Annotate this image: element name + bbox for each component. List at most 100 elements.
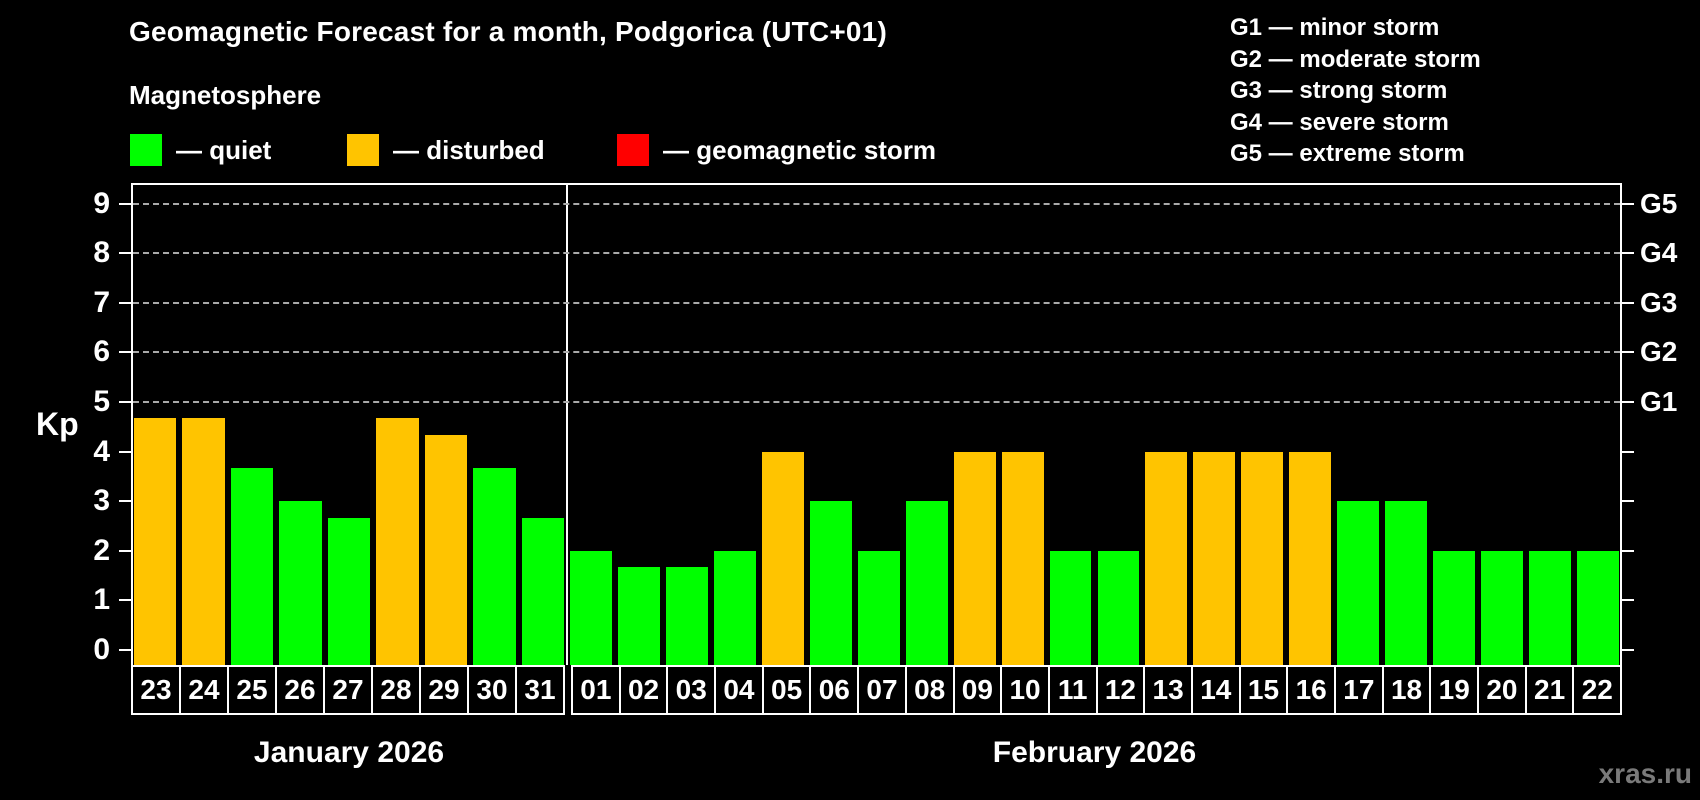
g4-legend-line: G4 — severe storm (1230, 108, 1449, 136)
day-label-28: 28 (371, 667, 419, 713)
day-label-03: 03 (666, 667, 714, 713)
kp-bar-day-22 (1577, 550, 1619, 665)
y-axis-tick-left-7 (119, 301, 131, 304)
y-axis-label-6: 6 (93, 335, 110, 369)
y-axis-label-7: 7 (93, 285, 110, 319)
gridline-kp5 (133, 401, 1620, 403)
day-label-04: 04 (714, 667, 762, 713)
g3-legend-line: G3 — strong storm (1230, 77, 1448, 104)
day-label-30: 30 (467, 667, 515, 713)
month-separator-line (566, 183, 568, 665)
y-axis-label-0: 0 (93, 633, 110, 666)
g1-legend-line: G1 — minor storm (1230, 14, 1440, 41)
kp-bar-day-02 (617, 567, 660, 665)
disturbed-swatch-icon (347, 134, 379, 166)
kp-bar-day-20 (1481, 550, 1524, 665)
kp-bar-day-28 (376, 418, 419, 665)
kp-bar-day-05 (761, 451, 804, 665)
gridline-kp7 (133, 301, 1620, 304)
day-label-10: 10 (1000, 667, 1048, 713)
kp-bar-day-10 (1001, 451, 1044, 665)
day-label-18: 18 (1381, 667, 1430, 713)
right-axis-label-g1: G1 (1640, 386, 1678, 417)
kp-bar-day-14 (1193, 451, 1236, 665)
day-label-01: 01 (580, 674, 612, 705)
y-axis-tick-left-5 (119, 401, 131, 403)
kp-bar-day-21 (1529, 550, 1572, 665)
month-label-february: February 2026 (992, 736, 1197, 769)
y-axis-label-9: 9 (93, 186, 110, 220)
kp-bar-day-16 (1289, 451, 1332, 665)
kp-bar-day-25 (230, 467, 274, 665)
y-axis-tick-left-8 (119, 252, 131, 255)
storm-swatch-icon (617, 134, 649, 166)
plot-border-top (131, 183, 1622, 185)
kp-bar-day-01 (570, 550, 612, 665)
day-label-12: 12 (1095, 667, 1144, 713)
day-label-27: 27 (323, 667, 371, 713)
gridline-kp8 (133, 252, 1620, 255)
kp-bar-day-23 (134, 418, 177, 665)
magnetosphere-label: Magnetosphere (129, 80, 322, 110)
day-label-24: 24 (179, 667, 227, 713)
y-axis-tick-right-6 (1622, 351, 1634, 354)
legend-label-quiet: — quiet (176, 134, 272, 165)
day-label-13: 13 (1143, 667, 1191, 713)
y-axis-tick-left-4 (119, 450, 131, 453)
day-label-16: 16 (1286, 667, 1334, 713)
day-label-06: 06 (809, 667, 857, 713)
y-axis-label-2: 2 (93, 533, 110, 567)
right-axis-label-g4: G4 (1640, 237, 1678, 269)
y-axis-tick-left-3 (119, 500, 131, 503)
kp-bar-day-26 (279, 501, 322, 665)
kp-bar-day-04 (713, 550, 756, 665)
day-label-19: 19 (1429, 667, 1477, 713)
legend-item-disturbed: — disturbed (347, 133, 545, 167)
gridline-kp6 (133, 351, 1620, 354)
day-label-31: 31 (515, 667, 563, 713)
kp-bar-day-31 (521, 517, 564, 665)
day-label-02: 02 (618, 667, 667, 713)
y-axis-tick-left-1 (119, 599, 131, 602)
y-axis-label-3: 3 (93, 484, 110, 518)
kp-bar-day-27 (327, 517, 371, 665)
day-label-14: 14 (1190, 667, 1239, 713)
y-axis-tick-left-0 (119, 649, 131, 651)
legend-item-storm: — geomagnetic storm (617, 133, 936, 167)
y-axis-label-8: 8 (93, 236, 110, 270)
kp-bar-day-15 (1241, 451, 1284, 665)
y-axis-tick-right-9 (1622, 202, 1634, 205)
kp-bar-day-08 (905, 501, 948, 665)
day-label-08: 08 (904, 667, 953, 713)
kp-bar-day-30 (473, 467, 516, 665)
day-label-29: 29 (419, 667, 467, 713)
day-strip-february: 01 02 03 04 05 06 07 08 09 10 11 12 13 14 15 16 17 18 19 20… (571, 665, 1622, 715)
watermark: xras.ru (1598, 758, 1692, 789)
day-label-17: 17 (1334, 667, 1382, 713)
day-label-07: 07 (857, 667, 905, 713)
y-axis-label-1: 1 (93, 583, 110, 617)
y-axis-label-4: 4 (93, 434, 110, 468)
y-axis-tick-right-1 (1622, 599, 1634, 602)
y-axis-title: Kp (36, 406, 79, 442)
y-axis-tick-left-9 (119, 202, 131, 205)
kp-bar-day-29 (424, 435, 468, 665)
day-label-26: 26 (275, 667, 323, 713)
gridline-kp9 (133, 202, 1620, 205)
kp-bar-day-17 (1337, 501, 1380, 665)
y-axis-tick-right-7 (1622, 301, 1634, 304)
y-axis-label-5: 5 (93, 385, 110, 418)
y-axis-line-left (131, 183, 133, 665)
right-axis-label-g3: G3 (1640, 286, 1678, 318)
day-strip-january: 23 24 25 26 27 28 29 30 31 (131, 665, 565, 715)
day-label-22: 22 (1572, 667, 1620, 713)
kp-bar-day-09 (953, 451, 996, 665)
day-label-23: 23 (140, 674, 172, 705)
kp-bar-day-13 (1145, 451, 1188, 665)
day-label-20: 20 (1477, 667, 1525, 713)
g2-legend-line: G2 — moderate storm (1230, 45, 1481, 73)
day-label-09: 09 (952, 667, 1001, 713)
y-axis-tick-left-2 (119, 549, 131, 552)
kp-bar-day-11 (1049, 550, 1092, 665)
